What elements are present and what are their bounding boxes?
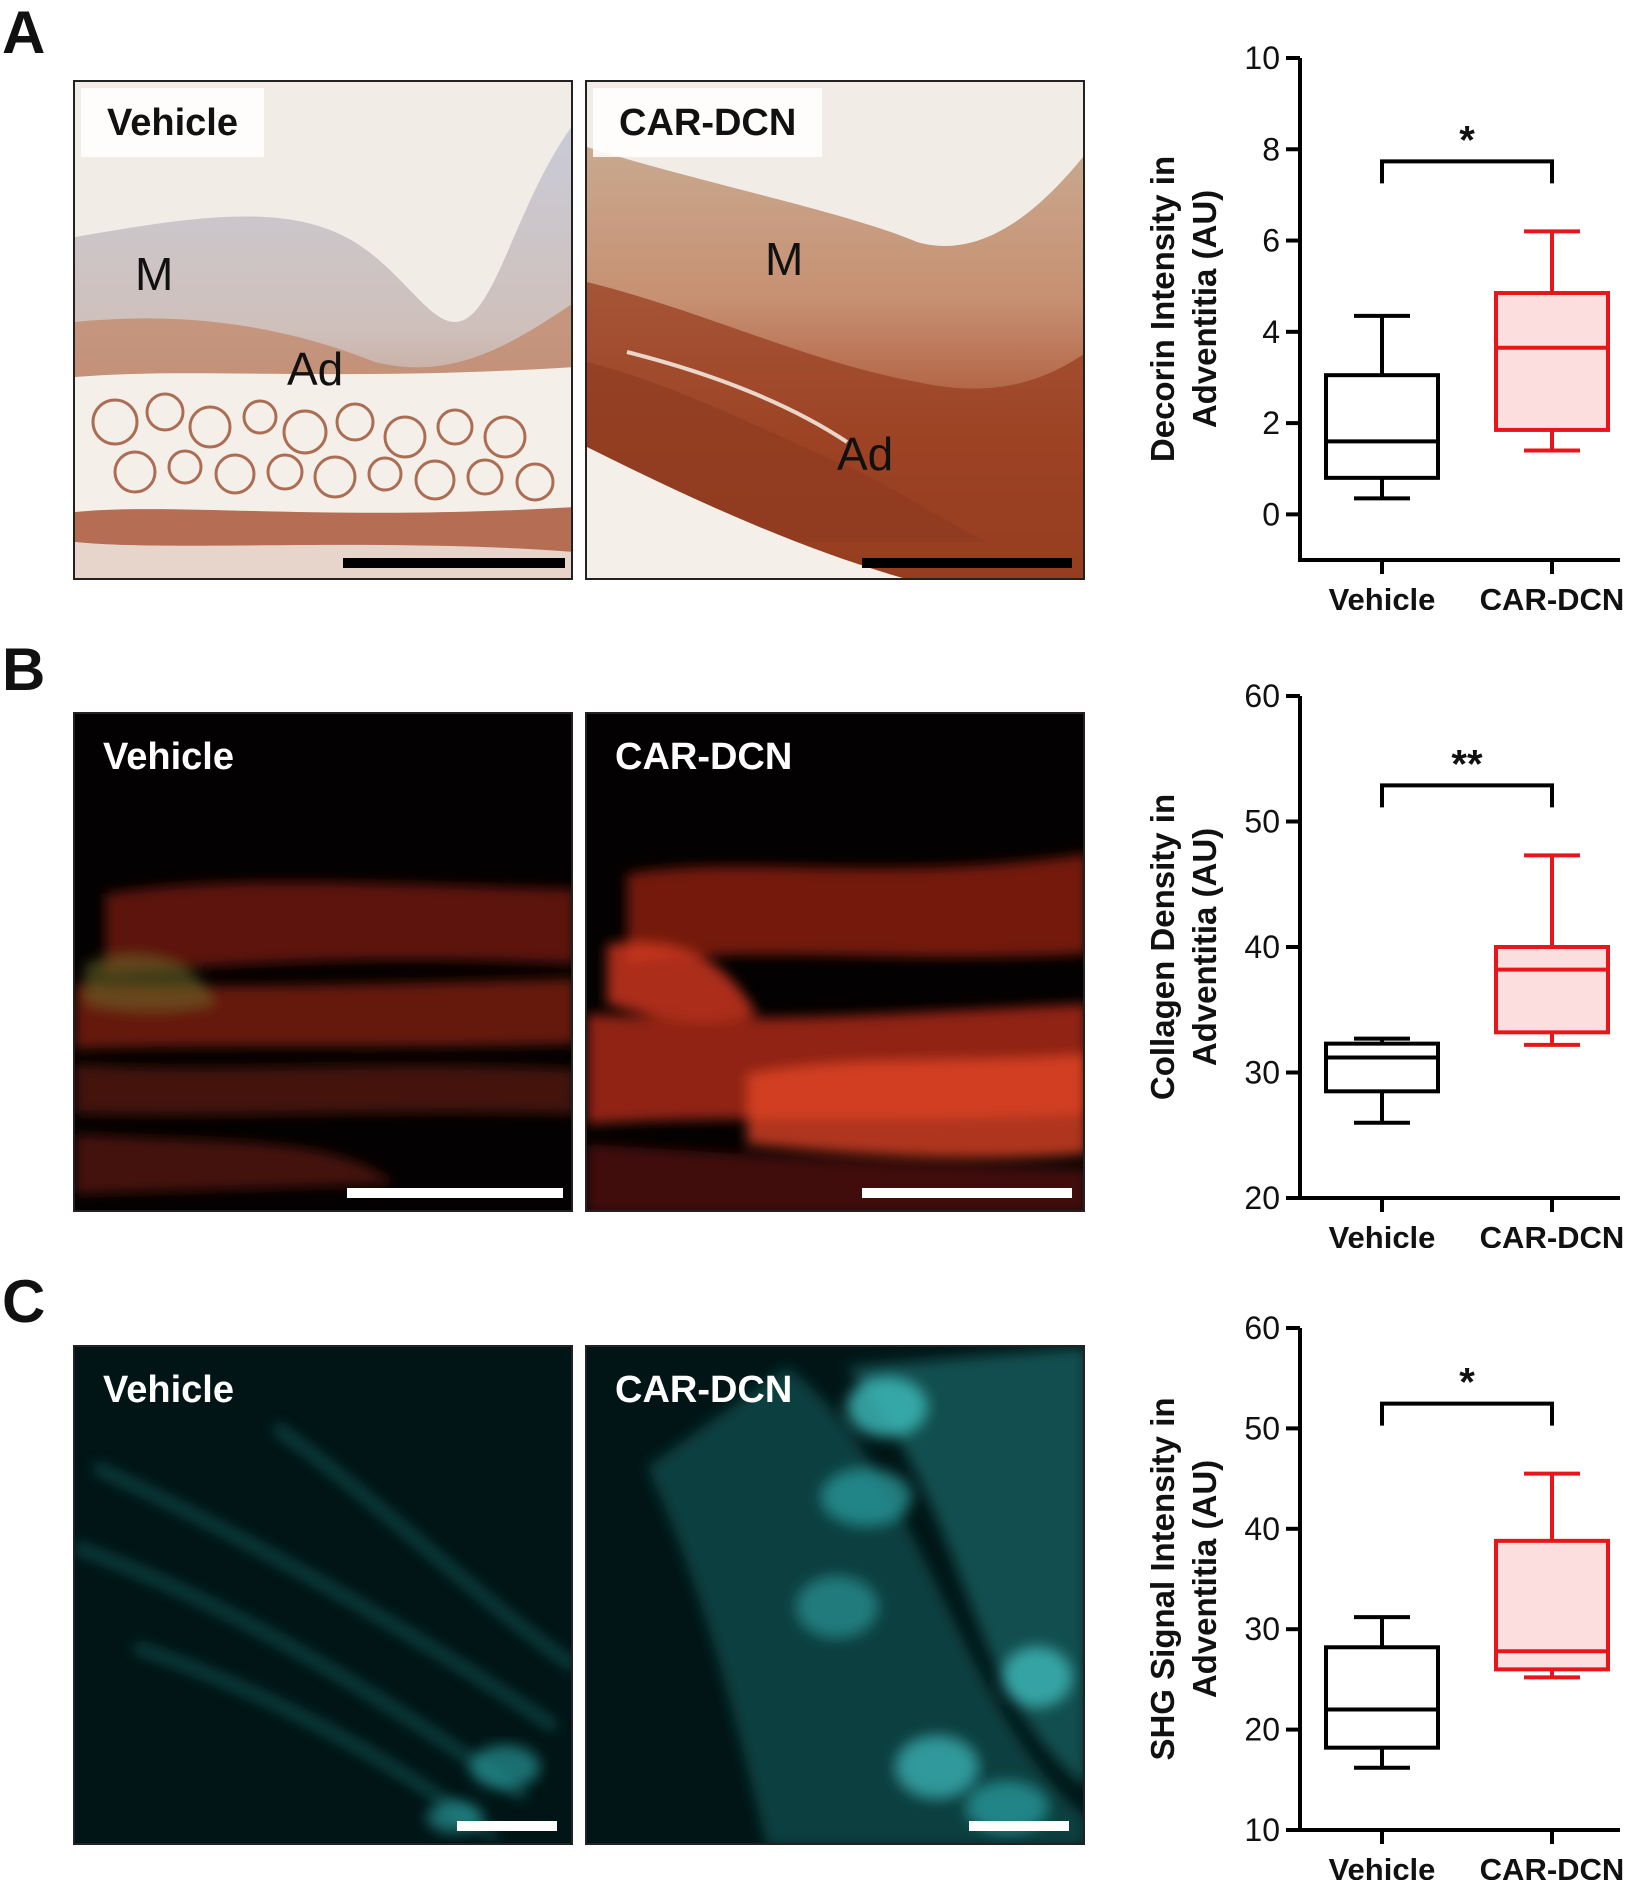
significance-bracket <box>1380 159 1554 184</box>
box-iqr <box>1494 945 1610 1035</box>
ihc-tissue-car-dcn <box>587 147 1083 578</box>
y-tick-label: 10 <box>1244 1812 1280 1848</box>
x-tick-label: Vehicle <box>1329 582 1436 610</box>
panel-label-a: A <box>2 0 46 66</box>
layer-label-adventitia: Ad <box>287 343 344 395</box>
scale-bar <box>969 1821 1069 1831</box>
micrograph-a-car-dcn: CAR-DCN M Ad <box>585 80 1085 580</box>
box-car-dcn <box>1494 1471 1610 1680</box>
box-vehicle <box>1324 1615 1440 1770</box>
box-vehicle <box>1324 1036 1440 1125</box>
significance-marker: * <box>1459 118 1475 162</box>
significance-bracket <box>1380 1401 1554 1426</box>
scale-bar <box>862 1188 1072 1198</box>
layer-label-media: M <box>765 233 804 285</box>
micrograph-a-vehicle: Vehicle M Ad <box>73 80 573 580</box>
y-tick-label: 60 <box>1244 1310 1280 1346</box>
y-tick-label: 2 <box>1262 405 1280 441</box>
y-tick-label: 30 <box>1244 1055 1280 1091</box>
image-label-vehicle: Vehicle <box>103 736 234 778</box>
box-iqr <box>1324 373 1440 480</box>
layer-label-media: M <box>135 248 174 300</box>
micrograph-b-vehicle: Vehicle <box>73 712 573 1212</box>
box-iqr <box>1324 1041 1440 1094</box>
psr-tissue-vehicle <box>75 882 571 1194</box>
box-car-dcn <box>1494 853 1610 1047</box>
layer-label-adventitia: Ad <box>837 428 894 480</box>
image-label-vehicle: Vehicle <box>103 1369 234 1411</box>
x-tick-label: Vehicle <box>1329 1852 1436 1880</box>
x-tick-label: CAR-DCN <box>1480 582 1625 610</box>
y-axis-label-line: Decorin Intensity in <box>1144 156 1181 462</box>
y-tick-label: 0 <box>1262 496 1280 532</box>
image-label-car-dcn: CAR-DCN <box>615 1369 793 1411</box>
y-tick-label: 8 <box>1262 131 1280 167</box>
y-axis-label: SHG Signal Intensity in Adventitia (AU) <box>1144 1397 1223 1760</box>
x-tick-label: Vehicle <box>1329 1220 1436 1248</box>
box-car-dcn <box>1494 229 1610 453</box>
box-vehicle <box>1324 313 1440 501</box>
box-iqr <box>1324 1645 1440 1750</box>
significance-bracket <box>1380 783 1554 808</box>
scale-bar <box>343 558 565 568</box>
box-iqr <box>1494 291 1610 432</box>
scale-bar <box>457 1821 557 1831</box>
psr-tissue-car-dcn <box>587 854 1083 1210</box>
y-tick-label: 30 <box>1244 1611 1280 1647</box>
y-axis-label-line: Adventitia (AU) <box>1186 828 1223 1066</box>
y-tick-label: 50 <box>1244 1410 1280 1446</box>
box-iqr <box>1494 1538 1610 1672</box>
image-label-car-dcn: CAR-DCN <box>615 736 793 778</box>
scale-bar <box>862 558 1072 568</box>
y-tick-label: 50 <box>1244 804 1280 840</box>
panel-label-b: B <box>2 636 46 703</box>
shg-tissue-car-dcn <box>647 1347 1083 1843</box>
x-tick-label: CAR-DCN <box>1480 1852 1625 1880</box>
y-axis-label: Decorin Intensity in Adventitia (AU) <box>1144 156 1223 462</box>
y-axis-label-line: Adventitia (AU) <box>1186 190 1223 428</box>
scale-bar <box>347 1188 563 1198</box>
box-chart-shg: 10 20 30 40 50 60 Vehicle CAR-DCN SHG Signal Int… <box>1144 1310 1625 1880</box>
y-tick-label: 40 <box>1244 1511 1280 1547</box>
micrograph-c-vehicle: Vehicle <box>73 1345 573 1845</box>
micrograph-b-car-dcn: CAR-DCN <box>585 712 1085 1212</box>
image-label-vehicle: Vehicle <box>81 88 264 157</box>
micrograph-c-car-dcn: CAR-DCN <box>585 1345 1085 1845</box>
y-axis-label-line: SHG Signal Intensity in <box>1144 1397 1181 1760</box>
y-tick-label: 40 <box>1244 929 1280 965</box>
significance-marker: ** <box>1451 742 1483 786</box>
box-chart-collagen: 20 30 40 50 60 Vehicle CAR-DCN Collagen Density… <box>1144 678 1625 1248</box>
y-tick-label: 6 <box>1262 223 1280 259</box>
y-tick-label: 10 <box>1244 40 1280 76</box>
box-chart-decorin: 0 2 4 6 8 10 Vehicle CAR-DCN Decorin Intensity i… <box>1144 40 1625 610</box>
y-tick-label: 60 <box>1244 678 1280 714</box>
x-tick-label: CAR-DCN <box>1480 1220 1625 1248</box>
y-axis-label-line: Adventitia (AU) <box>1186 1460 1223 1698</box>
panel-label-c: C <box>2 1268 46 1335</box>
y-axis-label: Collagen Density in Adventitia (AU) <box>1144 794 1223 1100</box>
image-label-car-dcn: CAR-DCN <box>593 88 823 157</box>
y-tick-label: 20 <box>1244 1712 1280 1748</box>
shg-tissue-vehicle <box>75 1423 571 1841</box>
y-tick-label: 20 <box>1244 1180 1280 1216</box>
y-axis-label-line: Collagen Density in <box>1144 794 1181 1100</box>
significance-marker: * <box>1459 1361 1475 1405</box>
y-tick-label: 4 <box>1262 314 1280 350</box>
